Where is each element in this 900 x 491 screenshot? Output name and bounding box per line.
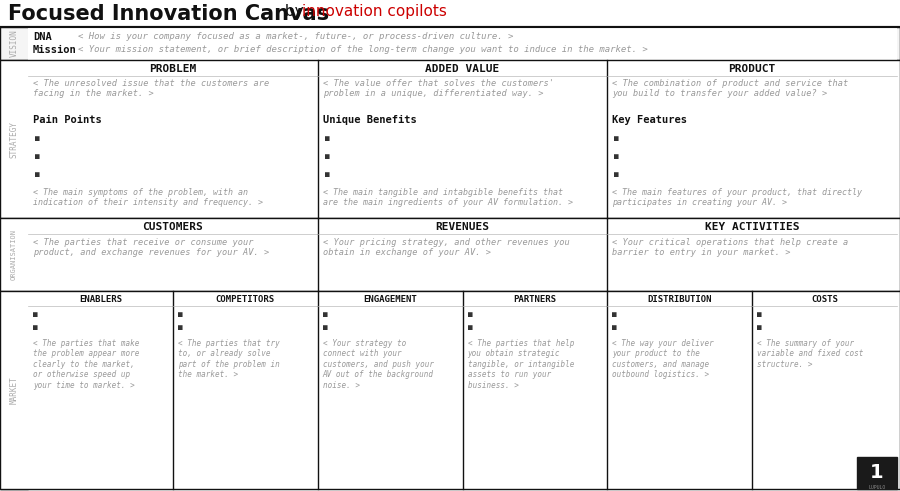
Text: DISTRIBUTION: DISTRIBUTION <box>647 295 712 304</box>
Text: ■: ■ <box>33 310 38 319</box>
Text: ■: ■ <box>615 170 619 179</box>
Text: ENGAGEMENT: ENGAGEMENT <box>364 295 417 304</box>
Bar <box>0 27 900 60</box>
Text: < Your pricing strategy, and other revenues you
obtain in exchange of your AV. >: < Your pricing strategy, and other reven… <box>323 238 570 257</box>
Text: VISION: VISION <box>10 29 19 57</box>
Text: < Your strategy to
connect with your
customers, and push your
AV out of the back: < Your strategy to connect with your cus… <box>323 339 434 389</box>
Text: ■: ■ <box>757 310 761 319</box>
Text: ■: ■ <box>615 134 619 143</box>
Text: < The summary of your
variable and fixed cost
structure. >: < The summary of your variable and fixed… <box>757 339 863 369</box>
Text: ■: ■ <box>612 310 617 319</box>
Text: ADDED VALUE: ADDED VALUE <box>426 64 500 74</box>
Text: by: by <box>280 4 309 19</box>
Text: Pain Points: Pain Points <box>33 115 102 125</box>
Text: Mission: Mission <box>33 45 76 55</box>
Text: ■: ■ <box>178 323 183 332</box>
Text: ■: ■ <box>35 170 40 179</box>
Bar <box>0 218 900 291</box>
Text: < The parties that try
to, or already solve
part of the problem in
the market. >: < The parties that try to, or already so… <box>178 339 280 379</box>
Text: < The unresolved issue that the customers are
facing in the market. >: < The unresolved issue that the customer… <box>33 79 269 98</box>
Text: < The value offer that solves the customers'
problem in a unique, differentiated: < The value offer that solves the custom… <box>323 79 554 98</box>
Text: < The parties that make
the problem appear more
clearly to the market,
or otherw: < The parties that make the problem appe… <box>33 339 140 389</box>
Text: PRODUCT: PRODUCT <box>728 64 776 74</box>
Text: ■: ■ <box>35 152 40 161</box>
Text: LUPULO: LUPULO <box>868 485 886 490</box>
Bar <box>857 457 897 489</box>
Text: ■: ■ <box>615 152 619 161</box>
Text: PROBLEM: PROBLEM <box>149 64 196 74</box>
Text: Key Features: Key Features <box>612 115 688 125</box>
Text: KEY ACTIVITIES: KEY ACTIVITIES <box>705 222 799 232</box>
Text: 1: 1 <box>870 464 884 483</box>
Text: < The parties that receive or consume your
product, and exchange revenues for yo: < The parties that receive or consume yo… <box>33 238 269 257</box>
Text: COMPETITORS: COMPETITORS <box>216 295 274 304</box>
Text: ENABLERS: ENABLERS <box>79 295 122 304</box>
Text: ■: ■ <box>325 134 329 143</box>
Bar <box>0 291 900 489</box>
Text: REVENUES: REVENUES <box>436 222 490 232</box>
Text: ■: ■ <box>178 310 183 319</box>
Text: Unique Benefits: Unique Benefits <box>323 115 417 125</box>
Text: ■: ■ <box>325 170 329 179</box>
Text: STRATEGY: STRATEGY <box>10 120 19 158</box>
Text: ■: ■ <box>323 310 328 319</box>
Bar <box>28 27 897 60</box>
Text: < The parties that help
you obtain strategic
tangible, or intangible
assets to r: < The parties that help you obtain strat… <box>467 339 574 389</box>
Text: < Your critical operations that help create a
barrier to entry in your market. >: < Your critical operations that help cre… <box>612 238 849 257</box>
Text: ■: ■ <box>467 323 472 332</box>
Text: ■: ■ <box>757 323 761 332</box>
Text: < How is your company focused as a market-, future-, or process-driven culture. : < How is your company focused as a marke… <box>78 32 513 41</box>
Text: CUSTOMERS: CUSTOMERS <box>142 222 203 232</box>
Text: ■: ■ <box>612 323 617 332</box>
Text: < Your mission statement, or brief description of the long-term change you want : < Your mission statement, or brief descr… <box>78 45 648 54</box>
Text: < The main symptoms of the problem, with an
indication of their intensity and fr: < The main symptoms of the problem, with… <box>33 188 263 207</box>
Text: ■: ■ <box>325 152 329 161</box>
Text: ■: ■ <box>467 310 472 319</box>
Text: < The combination of product and service that
you build to transfer your added v: < The combination of product and service… <box>612 79 849 98</box>
Text: MARKET: MARKET <box>10 376 19 404</box>
Text: ■: ■ <box>323 323 328 332</box>
Text: innovation copilots: innovation copilots <box>302 4 447 19</box>
Text: ■: ■ <box>35 134 40 143</box>
Text: PARTNERS: PARTNERS <box>513 295 556 304</box>
Text: COSTS: COSTS <box>811 295 838 304</box>
Bar <box>0 27 28 489</box>
Text: ■: ■ <box>33 323 38 332</box>
Text: ORGANISATION: ORGANISATION <box>11 229 17 280</box>
Text: < The main features of your product, that directly
participates in creating your: < The main features of your product, tha… <box>612 188 862 207</box>
Text: Focused Innovation Canvas: Focused Innovation Canvas <box>8 4 329 24</box>
Text: < The way your deliver
your product to the
customers, and manage
outbound logist: < The way your deliver your product to t… <box>612 339 714 379</box>
Bar <box>0 60 900 218</box>
Text: < The main tangible and intabgible benefits that
are the main ingredients of you: < The main tangible and intabgible benef… <box>323 188 572 207</box>
Text: DNA: DNA <box>33 32 52 42</box>
